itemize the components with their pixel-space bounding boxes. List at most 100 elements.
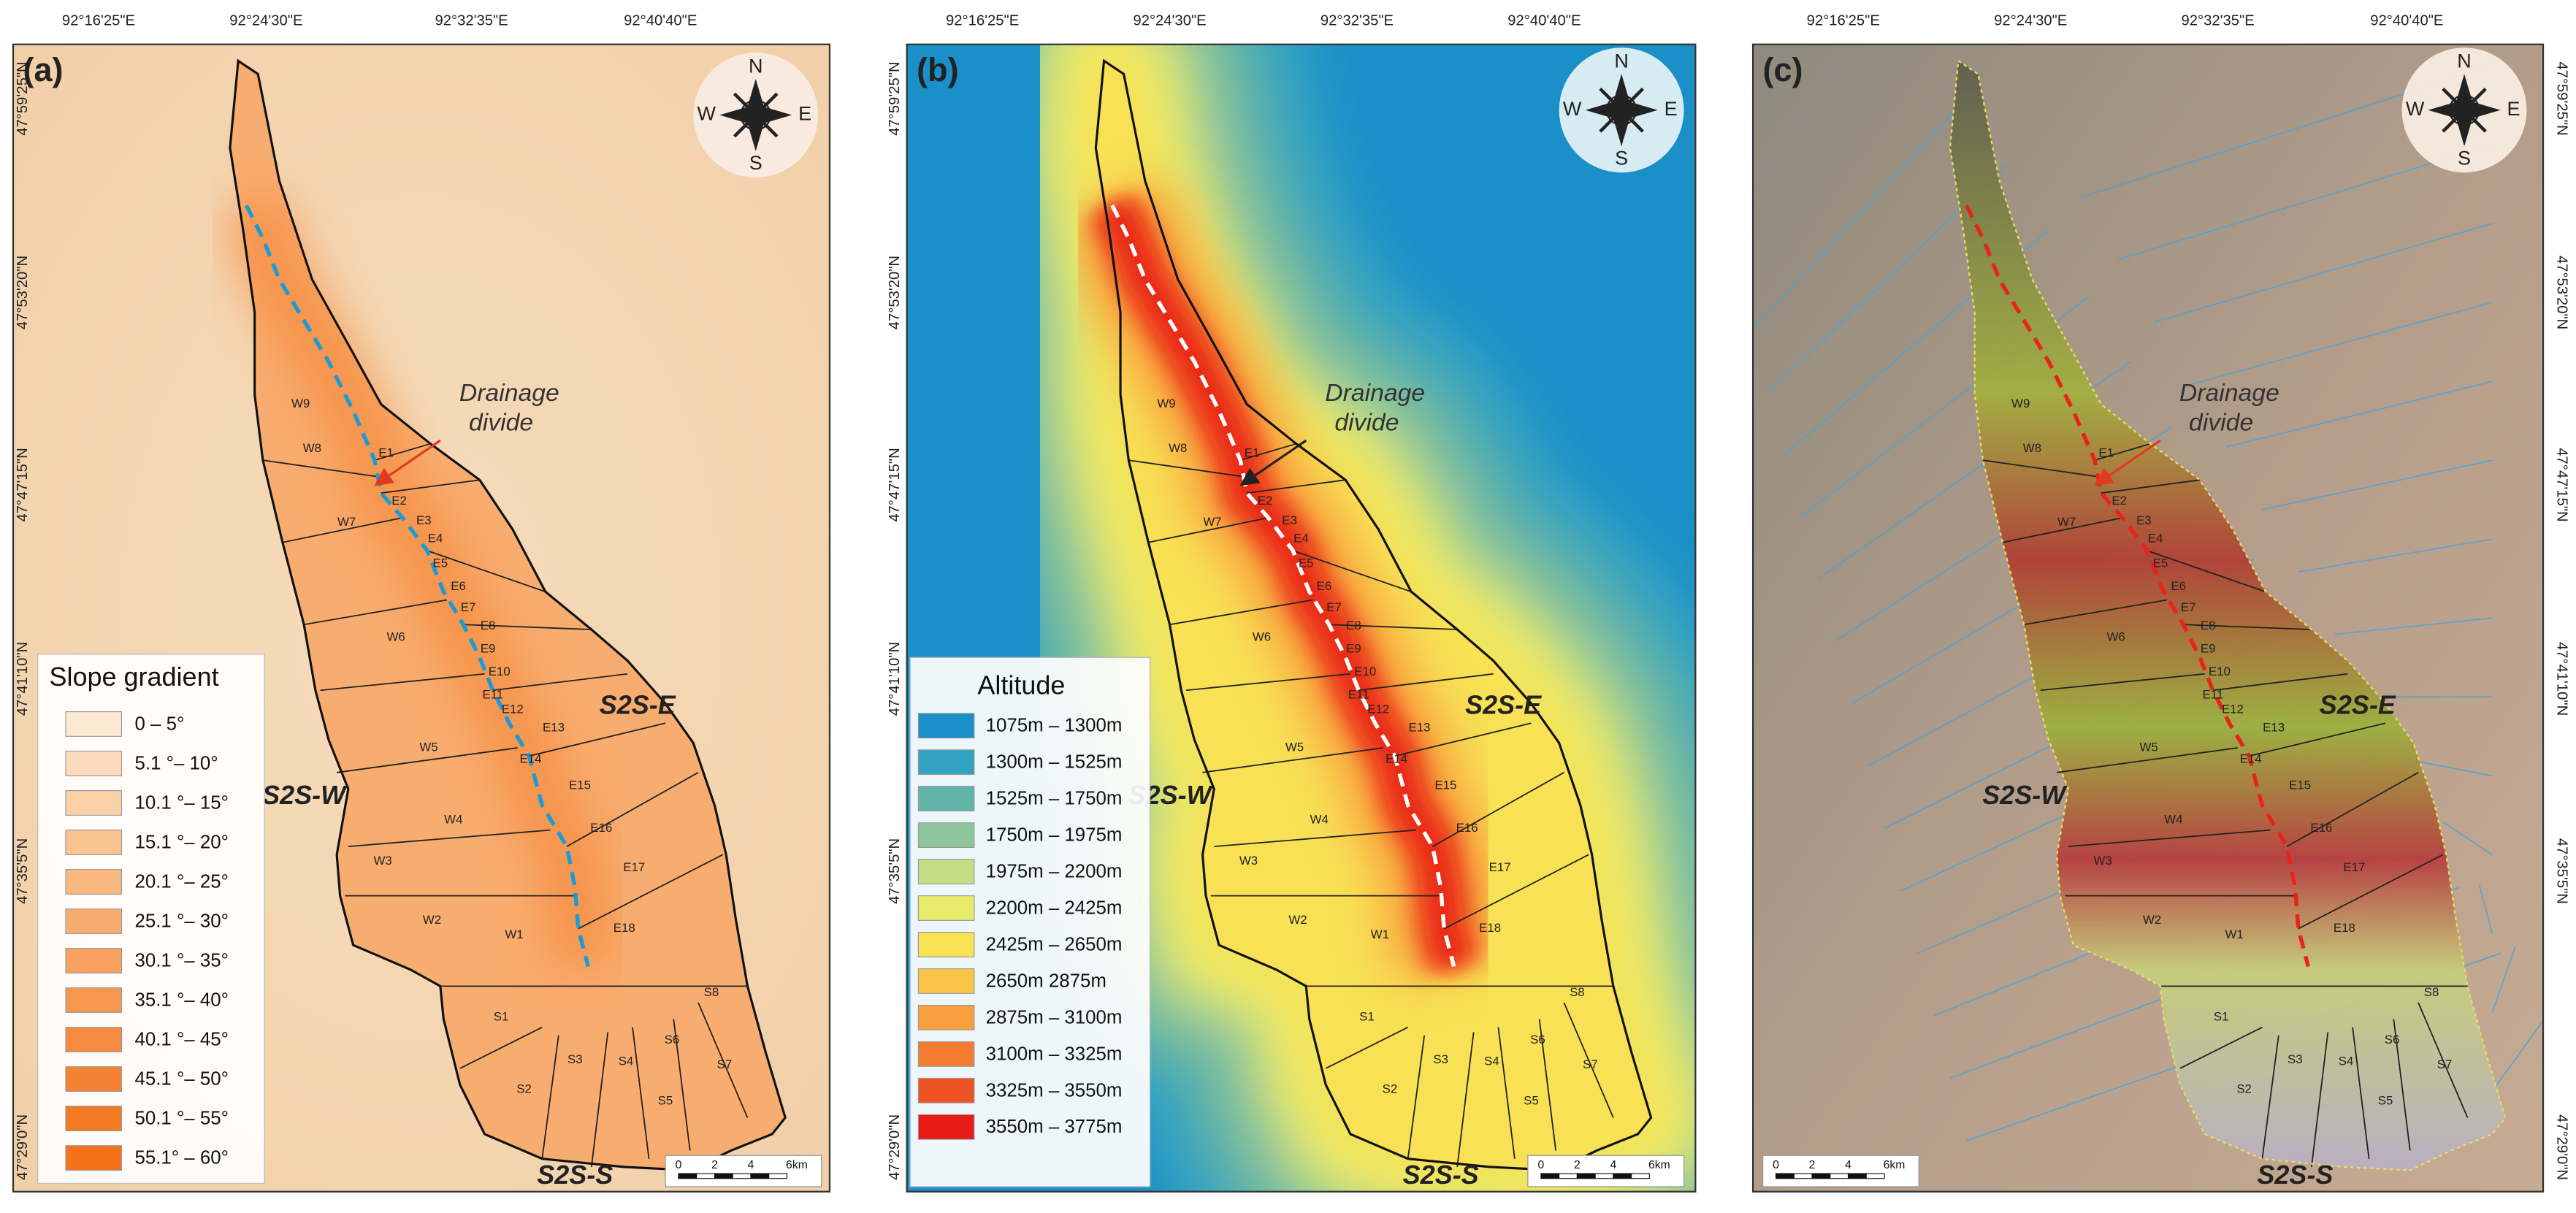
basin-label: E13 xyxy=(2263,721,2285,735)
basin-label: E12 xyxy=(2222,703,2244,716)
basin-label: E15 xyxy=(1434,778,1456,792)
basin-boundary xyxy=(2298,854,2444,930)
legend-label: 1750m – 1975m xyxy=(986,825,1123,846)
lat-tick-label: 47°35'5"N xyxy=(2553,838,2569,904)
basin-label: E2 xyxy=(391,494,407,508)
basin-boundary xyxy=(1128,459,1244,478)
basin-boundary xyxy=(2040,673,2205,692)
basin-label: W6 xyxy=(1253,630,1271,644)
scale-segment xyxy=(750,1173,770,1179)
compass-w: W xyxy=(697,103,716,125)
basin-boundary xyxy=(2068,829,2271,847)
scale-segment xyxy=(1594,1173,1614,1179)
legend-label: 1300m – 1525m xyxy=(986,752,1123,773)
basin-boundary xyxy=(2002,517,2123,543)
basin-boundary xyxy=(1538,1019,1557,1151)
basin-boundary xyxy=(303,599,447,626)
basin-label: W9 xyxy=(1157,397,1175,410)
lat-tick-label: 47°29'0"N xyxy=(2553,1114,2569,1180)
legend-label: 0 – 5° xyxy=(134,713,184,734)
legend-swatch xyxy=(917,1114,975,1140)
basin-label: E7 xyxy=(461,600,476,614)
basin-boundary xyxy=(1432,772,1564,847)
basin-boundary xyxy=(590,1032,609,1168)
basin-label: S3 xyxy=(567,1052,583,1066)
basin-label: S8 xyxy=(1570,985,1585,999)
divide-label: divide xyxy=(469,409,533,437)
scale-label: 2 xyxy=(711,1159,718,1171)
basin-boundary xyxy=(1329,624,1458,630)
basin-label: W7 xyxy=(337,515,356,529)
legend-label: 2425m – 2650m xyxy=(986,934,1123,954)
lat-tick-label: 47°41'10"N xyxy=(887,642,903,716)
compass-n: N xyxy=(749,55,763,77)
basin-boundary xyxy=(2212,673,2348,692)
basin-label: E17 xyxy=(2343,860,2365,874)
basin-label: E1 xyxy=(1245,446,1260,460)
basin-label: E14 xyxy=(1386,751,1407,765)
river xyxy=(2117,144,2493,261)
scale-segment xyxy=(1865,1173,1885,1179)
scale-segment xyxy=(696,1173,716,1179)
basin-label: E9 xyxy=(1346,641,1361,655)
panel-label: (b) xyxy=(917,51,958,88)
basin-label: W5 xyxy=(419,741,437,754)
scale-segment xyxy=(1811,1173,1831,1179)
basin-boundary xyxy=(463,624,592,630)
legend-label: 10.1 °– 15° xyxy=(134,792,228,813)
basin-boundary xyxy=(566,772,699,847)
scale-segment xyxy=(1775,1173,1795,1179)
basin-boundary xyxy=(2286,772,2419,847)
compass-w: W xyxy=(2406,98,2425,120)
legend-swatch xyxy=(917,713,975,739)
basin-label: S1 xyxy=(1359,1010,1375,1024)
basin-boundary xyxy=(673,1019,691,1151)
compass-s: S xyxy=(749,152,763,174)
basin-label: S5 xyxy=(1524,1093,1539,1107)
basin-label: W4 xyxy=(1310,813,1329,827)
basin-boundary xyxy=(2147,550,2266,593)
lat-tick-label: 47°59'25"N xyxy=(15,61,31,135)
catchment-fill xyxy=(229,61,786,1171)
basin-boundary xyxy=(320,673,485,692)
basin-boundary xyxy=(348,829,551,847)
lon-tick-label: 92°24'30"E xyxy=(1994,13,2067,29)
map-content: W1W2W3W4W5W6W7W8W9E1E2E3E4E5E6E7E8E9E10E… xyxy=(1753,59,2544,1190)
basin-label: E10 xyxy=(2209,665,2231,678)
basin-boundary xyxy=(2261,1035,2279,1159)
legend-swatch xyxy=(65,830,123,855)
scale-segment xyxy=(1847,1173,1867,1179)
scale-segment xyxy=(1793,1173,1813,1179)
legend-label: 2650m 2875m xyxy=(986,971,1107,991)
basin-boundary xyxy=(1443,854,1589,930)
basin-boundary xyxy=(1394,722,1532,757)
scale-box xyxy=(1527,1155,1685,1187)
basin-boundary xyxy=(2101,479,2201,494)
basin-label: W1 xyxy=(505,927,523,941)
basin-label: E14 xyxy=(520,751,542,765)
region-label: S2S-S xyxy=(1403,1160,1479,1190)
basin-label: E4 xyxy=(2148,532,2163,546)
basin-label: S6 xyxy=(1530,1033,1545,1046)
legend-swatch xyxy=(65,711,123,737)
basin-label: E6 xyxy=(1317,579,1332,593)
scale-segment xyxy=(714,1173,733,1179)
legend-title: Altitude xyxy=(977,670,1065,700)
compass-s: S xyxy=(1615,147,1628,169)
basin-boundary xyxy=(262,459,378,478)
basin-label: E12 xyxy=(1367,703,1389,716)
drainage-divide xyxy=(1110,204,1456,968)
river xyxy=(2298,538,2493,573)
river xyxy=(2153,223,2493,323)
legend-swatch xyxy=(917,1041,975,1067)
compass-star-minor xyxy=(733,92,779,138)
lat-tick-label: 47°53'20"N xyxy=(887,256,903,329)
region-label: S2S-W xyxy=(1982,780,2068,810)
panel-label: (c) xyxy=(1763,51,1803,88)
basin-label: E11 xyxy=(2203,687,2224,701)
lon-tick-label: 92°32'35"E xyxy=(1321,13,1394,29)
basin-label: S4 xyxy=(1484,1054,1499,1068)
legend-label: 45.1 °– 50° xyxy=(134,1069,228,1090)
legend-swatch xyxy=(65,1066,123,1093)
